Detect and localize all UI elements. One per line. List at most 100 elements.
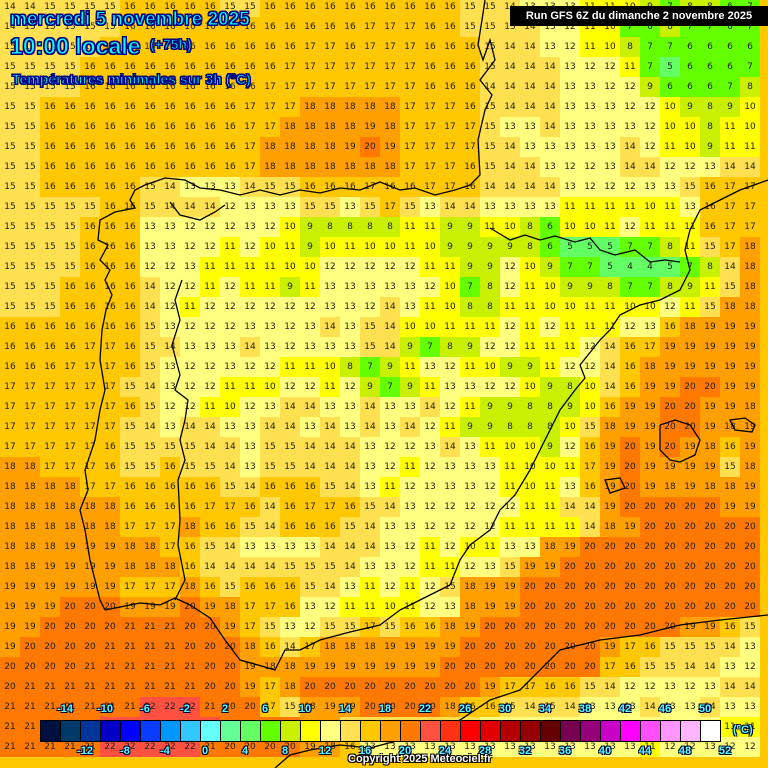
temperature-cell: [20, 557, 40, 577]
temperature-value: 17: [404, 82, 416, 92]
temperature-cell: [720, 37, 740, 57]
temperature-value: 17: [404, 142, 416, 152]
temperature-cell: [60, 37, 80, 57]
temperature-value: 20: [44, 642, 56, 652]
temperature-cell: [40, 97, 60, 117]
temperature-cell: [560, 117, 580, 137]
temperature-value: 11: [604, 322, 616, 332]
legend-swatch: [261, 721, 281, 741]
temperature-cell: [0, 57, 20, 77]
temperature-value: 19: [684, 342, 696, 352]
temperature-value: 9: [467, 342, 473, 352]
temperature-value: 13: [164, 242, 176, 252]
temperature-value: 20: [604, 582, 616, 592]
temperature-value: 9: [507, 362, 513, 372]
temperature-value: 15: [324, 202, 336, 212]
temperature-value: 17: [384, 202, 396, 212]
legend-swatch: [581, 721, 601, 741]
temperature-value: 16: [624, 342, 636, 352]
temperature-value: 20: [724, 562, 736, 572]
temperature-value: 18: [4, 462, 16, 472]
temperature-value: 19: [504, 602, 516, 612]
temperature-value: 12: [364, 302, 376, 312]
temperature-value: 11: [584, 202, 596, 212]
temperature-value: 15: [264, 622, 276, 632]
temperature-value: 16: [624, 382, 636, 392]
temperature-cell: [540, 117, 560, 137]
temperature-value: 17: [284, 82, 296, 92]
legend-swatch: [61, 721, 81, 741]
temperature-value: 16: [4, 362, 16, 372]
temperature-value: 16: [424, 62, 436, 72]
temperature-cell: [0, 457, 20, 477]
temperature-value: 11: [464, 322, 476, 332]
temperature-cell: [60, 497, 80, 517]
temperature-value: 15: [24, 262, 36, 272]
temperature-value: 14: [444, 442, 456, 452]
temperature-value: 20: [684, 582, 696, 592]
temperature-value: 18: [324, 162, 336, 172]
temperature-value: 12: [204, 222, 216, 232]
temperature-cell: [20, 437, 40, 457]
temperature-value: 5: [667, 62, 673, 72]
temperature-value: 14: [384, 502, 396, 512]
temperature-value: 13: [224, 182, 236, 192]
temperature-value: 20: [744, 562, 756, 572]
temperature-value: 12: [244, 302, 256, 312]
temperature-value: 10: [524, 482, 536, 492]
temperature-value: 14: [724, 642, 736, 652]
temperature-value: 21: [164, 642, 176, 652]
temperature-value: 20: [704, 562, 716, 572]
temperature-cell: [40, 517, 60, 537]
temperature-value: 14: [144, 302, 156, 312]
legend-swatch: [401, 721, 421, 741]
temperature-value: 20: [644, 622, 656, 632]
temperature-value: 14: [524, 102, 536, 112]
temperature-value: 19: [744, 502, 756, 512]
temperature-value: 19: [484, 682, 496, 692]
temperature-value: 9: [307, 222, 313, 232]
temperature-value: 15: [64, 242, 76, 252]
temperature-value: 10: [544, 302, 556, 312]
temperature-value: 12: [644, 122, 656, 132]
temperature-value: 12: [504, 322, 516, 332]
temperature-value: 15: [144, 362, 156, 372]
temperature-value: 17: [304, 502, 316, 512]
temperature-value: 16: [124, 482, 136, 492]
temperature-value: 16: [304, 522, 316, 532]
temperature-value: 18: [744, 462, 756, 472]
temperature-value: 18: [724, 302, 736, 312]
temperature-value: 15: [284, 562, 296, 572]
temperature-value: 19: [684, 442, 696, 452]
temperature-value: 21: [104, 642, 116, 652]
temperature-value: 15: [724, 282, 736, 292]
temperature-cell: [20, 377, 40, 397]
legend-swatch: [241, 721, 261, 741]
temperature-value: 15: [344, 622, 356, 632]
temperature-value: 14: [524, 182, 536, 192]
temperature-cell: [0, 377, 20, 397]
temperature-value: 12: [184, 362, 196, 372]
temperature-value: 16: [164, 162, 176, 172]
temperature-value: 7: [387, 382, 393, 392]
temperature-value: 13: [344, 402, 356, 412]
temperature-value: 21: [184, 662, 196, 672]
temperature-value: 13: [144, 242, 156, 252]
temperature-value: 13: [564, 102, 576, 112]
temperature-value: 20: [704, 382, 716, 392]
temperature-value: 15: [264, 182, 276, 192]
temperature-cell: [660, 97, 680, 117]
temperature-value: 16: [384, 2, 396, 12]
temperature-cell: [60, 197, 80, 217]
temperature-value: 12: [664, 302, 676, 312]
temperature-value: 17: [264, 602, 276, 612]
temperature-value: 17: [604, 662, 616, 672]
temperature-cell: [500, 97, 520, 117]
temperature-value: 8: [607, 282, 613, 292]
temperature-value: 20: [464, 662, 476, 672]
temperature-value: 17: [464, 122, 476, 132]
temperature-value: 16: [464, 102, 476, 112]
temperature-value: 13: [304, 342, 316, 352]
temperature-value: 13: [244, 322, 256, 332]
temperature-cell: [60, 377, 80, 397]
